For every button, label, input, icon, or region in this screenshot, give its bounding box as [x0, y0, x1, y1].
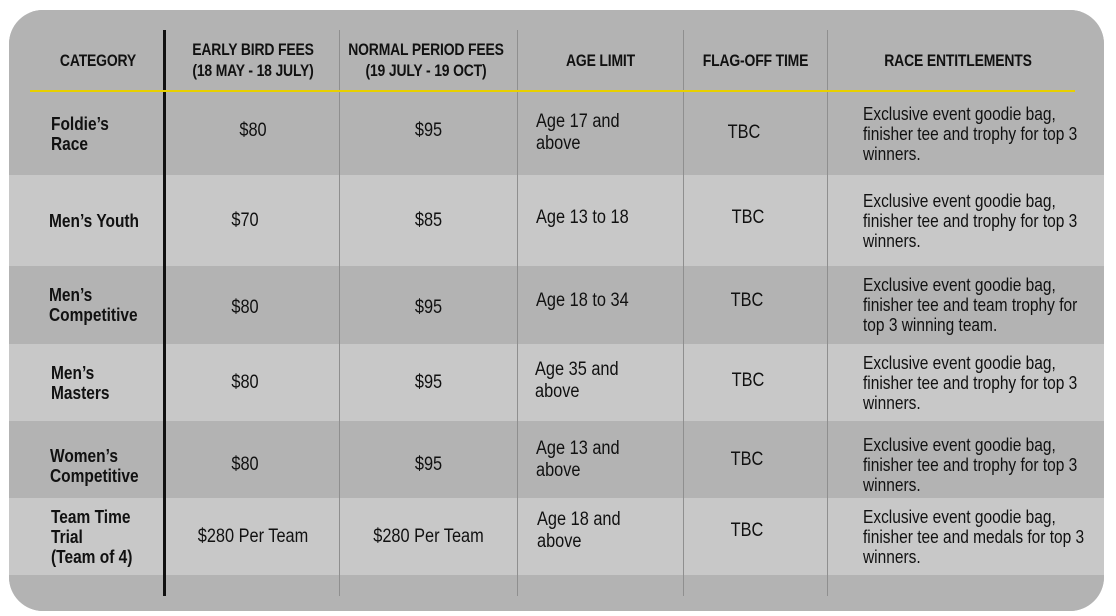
entitlements-cell: Exclusive event goodie bag, finisher tee… — [863, 435, 1078, 495]
header-band — [9, 10, 1104, 92]
early-fee-cell: $80 — [231, 371, 259, 393]
flag-off-cell: TBC — [731, 207, 765, 228]
normal-fee-cell: $85 — [414, 209, 443, 231]
early-fee-cell: $80 — [231, 454, 259, 475]
category-cell: Men’s Youth — [49, 210, 140, 231]
row-band-3 — [9, 266, 1104, 344]
early-fee-cell: $80 — [239, 120, 267, 141]
age-limit-cell: Age 13 to 18 — [536, 207, 629, 228]
header-early-bird: EARLY BIRD FEES (18 MAY - 18 JULY) — [192, 40, 314, 80]
flag-off-cell: TBC — [730, 449, 764, 470]
footer-band — [9, 575, 1104, 611]
entitlements-cell: Exclusive event goodie bag, finisher tee… — [863, 103, 1078, 164]
early-fee-cell: $80 — [231, 296, 259, 318]
header-category: CATEGORY — [59, 50, 137, 70]
header-flag-off: FLAG-OFF TIME — [702, 50, 809, 70]
flag-off-cell: TBC — [727, 121, 761, 143]
age-limit-cell: Age 35 and above — [535, 359, 619, 402]
row-band-1 — [9, 92, 1104, 175]
age-limit-cell: Age 17 and above — [536, 110, 620, 154]
entitlements-cell: Exclusive event goodie bag, finisher tee… — [863, 275, 1078, 335]
category-cell: Team Time Trial (Team of 4) — [51, 506, 133, 567]
header-age-limit: AGE LIMIT — [565, 50, 635, 70]
header-entitlements: RACE ENTITLEMENTS — [884, 50, 1032, 70]
row-band-4 — [9, 344, 1104, 421]
row-band-5 — [9, 421, 1104, 498]
fees-table-card: CATEGORY EARLY BIRD FEES (18 MAY - 18 JU… — [9, 10, 1104, 611]
category-divider — [163, 30, 166, 596]
category-cell: Men’s Masters — [51, 362, 110, 403]
normal-fee-cell: $95 — [414, 120, 443, 141]
normal-fee-cell: $95 — [414, 454, 443, 475]
column-divider — [827, 30, 828, 596]
entitlements-cell: Exclusive event goodie bag, finisher tee… — [863, 506, 1085, 567]
age-limit-cell: Age 18 to 34 — [536, 290, 629, 311]
age-limit-cell: Age 13 and above — [536, 438, 620, 481]
entitlements-cell: Exclusive event goodie bag, finisher tee… — [863, 190, 1078, 251]
early-fee-cell: $280 Per Team — [197, 525, 309, 547]
entitlements-cell: Exclusive event goodie bag, finisher tee… — [863, 352, 1078, 413]
column-divider — [517, 30, 518, 596]
row-band-6 — [9, 498, 1104, 575]
column-divider — [683, 30, 684, 596]
age-limit-cell: Age 18 and above — [537, 509, 621, 552]
flag-off-cell: TBC — [731, 370, 765, 391]
flag-off-cell: TBC — [730, 290, 764, 311]
category-cell: Foldie’s Race — [51, 113, 109, 154]
header-underline — [30, 90, 1075, 92]
normal-fee-cell: $95 — [414, 371, 443, 393]
category-cell: Men’s Competitive — [49, 285, 138, 325]
column-divider — [339, 30, 340, 596]
category-cell: Women’s Competitive — [50, 445, 139, 486]
normal-fee-cell: $280 Per Team — [373, 525, 484, 547]
early-fee-cell: $70 — [231, 209, 259, 231]
flag-off-cell: TBC — [730, 520, 764, 541]
row-band-2 — [9, 175, 1104, 266]
normal-fee-cell: $95 — [414, 296, 443, 318]
header-normal-period: NORMAL PERIOD FEES (19 JULY - 19 OCT) — [348, 40, 504, 80]
